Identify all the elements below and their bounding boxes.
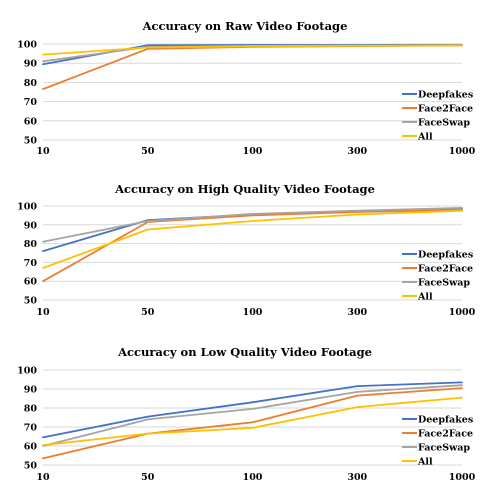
x-tick-label: 50: [141, 146, 155, 157]
x-tick-label: 1000: [449, 146, 476, 157]
y-tick-label: 50: [24, 461, 38, 472]
legend: Deepfakes Face2Face FaceSwap All: [402, 415, 473, 468]
y-tick-label: 70: [24, 97, 38, 108]
y-tick-label: 70: [24, 258, 38, 269]
series-line-all: [42, 396, 463, 447]
legend-label-face2face: Face2Face: [418, 104, 473, 115]
chart-title: Accuracy on Low Quality Video Footage: [117, 345, 372, 359]
y-tick-label: 60: [24, 116, 38, 127]
x-tick-label: 1000: [449, 307, 476, 318]
y-tick-label: 50: [24, 296, 38, 307]
y-tick-label: 60: [24, 277, 38, 288]
series-line-faceswap: [42, 206, 463, 243]
y-tick-label: 90: [24, 59, 38, 70]
series-line-deepfakes: [42, 381, 463, 439]
y-tick-label: 80: [24, 239, 38, 250]
legend: Deepfakes Face2Face FaceSwap All: [402, 90, 473, 143]
legend-label-face2face: Face2Face: [418, 429, 473, 440]
legend-label-deepfakes: Deepfakes: [418, 250, 473, 261]
legend-label-deepfakes: Deepfakes: [418, 90, 473, 101]
y-tick-label: 80: [24, 404, 38, 415]
chart-title: Accuracy on High Quality Video Footage: [114, 182, 375, 196]
y-tick-label: 100: [17, 40, 37, 51]
y-tick-label: 60: [24, 442, 38, 453]
legend-label-faceswap: FaceSwap: [418, 278, 470, 289]
legend-label-all: All: [417, 132, 433, 143]
y-tick-label: 100: [17, 202, 37, 213]
chart-2: Accuracy on High Quality Video Footage 50…: [17, 182, 475, 318]
y-tick-label: 90: [24, 220, 38, 231]
series-line-faceswap: [42, 384, 463, 447]
y-tick-label: 70: [24, 423, 38, 434]
x-tick-label: 10: [36, 307, 50, 318]
x-tick-label: 100: [243, 472, 263, 483]
x-tick-label: 100: [243, 146, 263, 157]
series-line-face2face: [42, 387, 463, 460]
legend: Deepfakes Face2Face FaceSwap All: [402, 250, 473, 303]
y-tick-label: 90: [24, 385, 38, 396]
y-tick-label: 100: [17, 366, 37, 377]
x-tick-label: 300: [347, 307, 367, 318]
x-tick-label: 300: [347, 472, 367, 483]
x-tick-label: 100: [243, 307, 263, 318]
legend-label-deepfakes: Deepfakes: [418, 415, 473, 426]
x-tick-label: 50: [141, 472, 155, 483]
y-tick-label: 80: [24, 78, 38, 89]
legend-label-faceswap: FaceSwap: [418, 443, 470, 454]
legend-label-face2face: Face2Face: [418, 264, 473, 275]
chart-title: Accuracy on Raw Video Footage: [142, 19, 348, 33]
chart-3: Accuracy on Low Quality Video Footage 50 6…: [17, 345, 475, 483]
series-line-all: [42, 209, 463, 269]
legend-label-all: All: [417, 457, 433, 468]
legend-label-faceswap: FaceSwap: [418, 118, 470, 129]
chart-1: Accuracy on Raw Video Footage 50 60 70 80 90 1…: [17, 19, 475, 157]
legend-label-all: All: [417, 292, 433, 303]
x-tick-label: 1000: [449, 472, 476, 483]
x-tick-label: 10: [36, 146, 50, 157]
x-tick-label: 300: [347, 146, 367, 157]
x-tick-label: 10: [36, 472, 50, 483]
series-line-all: [42, 44, 463, 56]
y-tick-label: 50: [24, 136, 38, 147]
x-tick-label: 50: [141, 307, 155, 318]
